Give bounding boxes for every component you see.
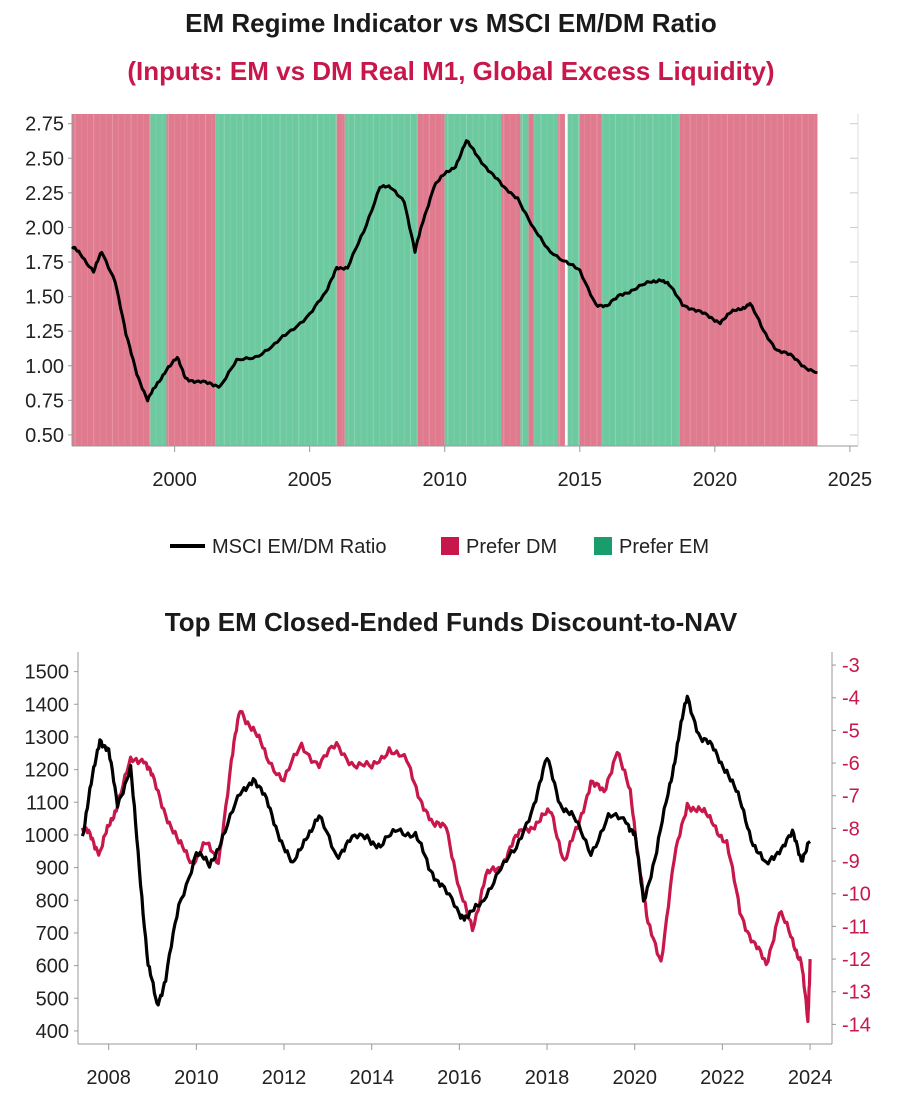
chart1-title: EM Regime Indicator vs MSCI EM/DM Ratio: [185, 8, 717, 38]
regime-band: [501, 114, 521, 446]
chart2-left-tick-label: 700: [36, 923, 69, 945]
chart1-x-tick-label: 2000: [152, 469, 197, 491]
chart2-left-tick-label: 800: [36, 890, 69, 912]
regime-band: [166, 114, 216, 446]
regime-band: [417, 114, 445, 446]
chart2-left-tick-label: 1200: [25, 760, 70, 782]
chart2-x-axis: 2008 2010 2012 2014 2016 2018 2020 2022 2024: [86, 1044, 832, 1089]
regime-band: [567, 114, 580, 446]
series-line-msci-em-dm-ratio: [71, 139, 818, 403]
chart2-right-tick-label: -3: [842, 655, 860, 677]
chart2-left-tick-label: 600: [36, 956, 69, 978]
chart1-x-tick-label: 2025: [828, 469, 873, 491]
chart1-y-tick-label: 0.50: [25, 425, 64, 447]
chart1-x-tick-label: 2005: [287, 469, 332, 491]
chart1-y-tick-label: 2.75: [25, 114, 64, 136]
chart2-left-tick-label: 500: [36, 988, 69, 1010]
regime-band: [72, 114, 151, 446]
chart2-right-tick-label: -11: [842, 916, 869, 938]
series-line-right-axis: [80, 709, 812, 1023]
legend-swatch-em: [594, 537, 612, 555]
chart2-right-tick-label: -4: [842, 688, 860, 710]
chart2-x-tick-label: 2014: [349, 1067, 394, 1089]
regime-band: [215, 114, 337, 446]
chart2-title: Top EM Closed-Ended Funds Discount-to-NA…: [165, 607, 738, 637]
chart2-series: [80, 694, 812, 1023]
chart1-y-tick-label: 1.25: [25, 321, 64, 343]
chart2-right-tick-label: -9: [842, 851, 860, 873]
chart1-legend: MSCI EM/DM Ratio Prefer DM Prefer EM: [170, 536, 709, 558]
chart1-x-tick-label: 2015: [558, 469, 603, 491]
regime-band: [679, 114, 818, 446]
chart2-left-y-axis: 400 500 600 700 800 900 1000 1100 1200 1300 1400 15…: [25, 662, 78, 1043]
chart2-right-tick-label: -14: [842, 1014, 871, 1036]
chart1-y-tick-label: 2.00: [25, 217, 64, 239]
chart1-subtitle: (Inputs: EM vs DM Real M1, Global Excess…: [127, 56, 774, 86]
chart2-x-tick-label: 2012: [262, 1067, 307, 1089]
regime-band: [528, 114, 534, 446]
chart1-y-tick-label: 1.00: [25, 356, 64, 378]
chart1-y-tick-label: 0.75: [25, 390, 64, 412]
chart1-y-tick-label: 2.50: [25, 148, 64, 170]
chart2-left-tick-label: 1100: [26, 792, 69, 814]
chart2-plot-frame: [77, 652, 833, 1045]
chart2-left-tick-label: 1300: [25, 727, 70, 749]
chart1-x-axis: 2000 2005 2010 2015 2020 2025: [152, 446, 872, 491]
chart2-right-y-axis: -14 -13 -12 -11 -10 -9 -8 -7 -6 -5 -4 -3: [832, 655, 871, 1036]
chart1-y-axis: 0.50 0.75 1.00 1.25 1.50 1.75 2.00 2.25 2.50 2.75: [25, 114, 858, 447]
chart2-right-tick-label: -8: [842, 818, 860, 840]
legend-label-dm: Prefer DM: [466, 536, 557, 558]
chart2-x-tick-label: 2024: [788, 1067, 833, 1089]
chart2-right-tick-label: -5: [842, 720, 860, 742]
chart2-left-tick-label: 900: [36, 858, 69, 880]
chart2-right-tick-label: -7: [842, 786, 860, 808]
regime-band: [533, 114, 559, 446]
chart2-right-tick-label: -6: [842, 753, 860, 775]
legend-label-em: Prefer EM: [619, 536, 709, 558]
regime-band: [520, 114, 529, 446]
legend-swatch-dm: [441, 537, 459, 555]
chart1-y-tick-label: 2.25: [25, 183, 64, 205]
chart1-y-tick-label: 1.50: [25, 287, 64, 309]
chart2-x-tick-label: 2020: [612, 1067, 657, 1089]
chart1-series: [71, 139, 818, 403]
chart2-x-tick-label: 2016: [437, 1067, 482, 1089]
chart1-x-tick-label: 2010: [422, 469, 467, 491]
regime-band: [558, 114, 565, 446]
chart2-left-tick-label: 1500: [25, 662, 70, 684]
chart2-right-tick-label: -10: [842, 884, 871, 906]
chart2-x-tick-label: 2008: [86, 1067, 131, 1089]
chart2-left-tick-label: 400: [36, 1021, 69, 1043]
chart2-x-tick-label: 2018: [525, 1067, 570, 1089]
chart2-left-tick-label: 1400: [25, 694, 70, 716]
series-line-left-axis: [80, 694, 812, 1007]
regime-band: [601, 114, 680, 446]
regime-band: [336, 114, 345, 446]
chart2-x-tick-label: 2010: [174, 1067, 219, 1089]
chart2-right-tick-label: -12: [842, 949, 871, 971]
chart1-regime-bands: [72, 114, 818, 446]
regime-band: [344, 114, 418, 446]
regime-band: [579, 114, 602, 446]
chart1-y-tick-label: 1.75: [25, 252, 64, 274]
regime-band: [150, 114, 167, 446]
chart2-x-tick-label: 2022: [700, 1067, 745, 1089]
chart1-plot-frame: [71, 114, 859, 447]
chart2-left-tick-label: 1000: [25, 825, 70, 847]
chart1-x-tick-label: 2020: [693, 469, 738, 491]
legend-label-ratio: MSCI EM/DM Ratio: [212, 536, 386, 558]
chart2-right-tick-label: -13: [842, 982, 871, 1004]
